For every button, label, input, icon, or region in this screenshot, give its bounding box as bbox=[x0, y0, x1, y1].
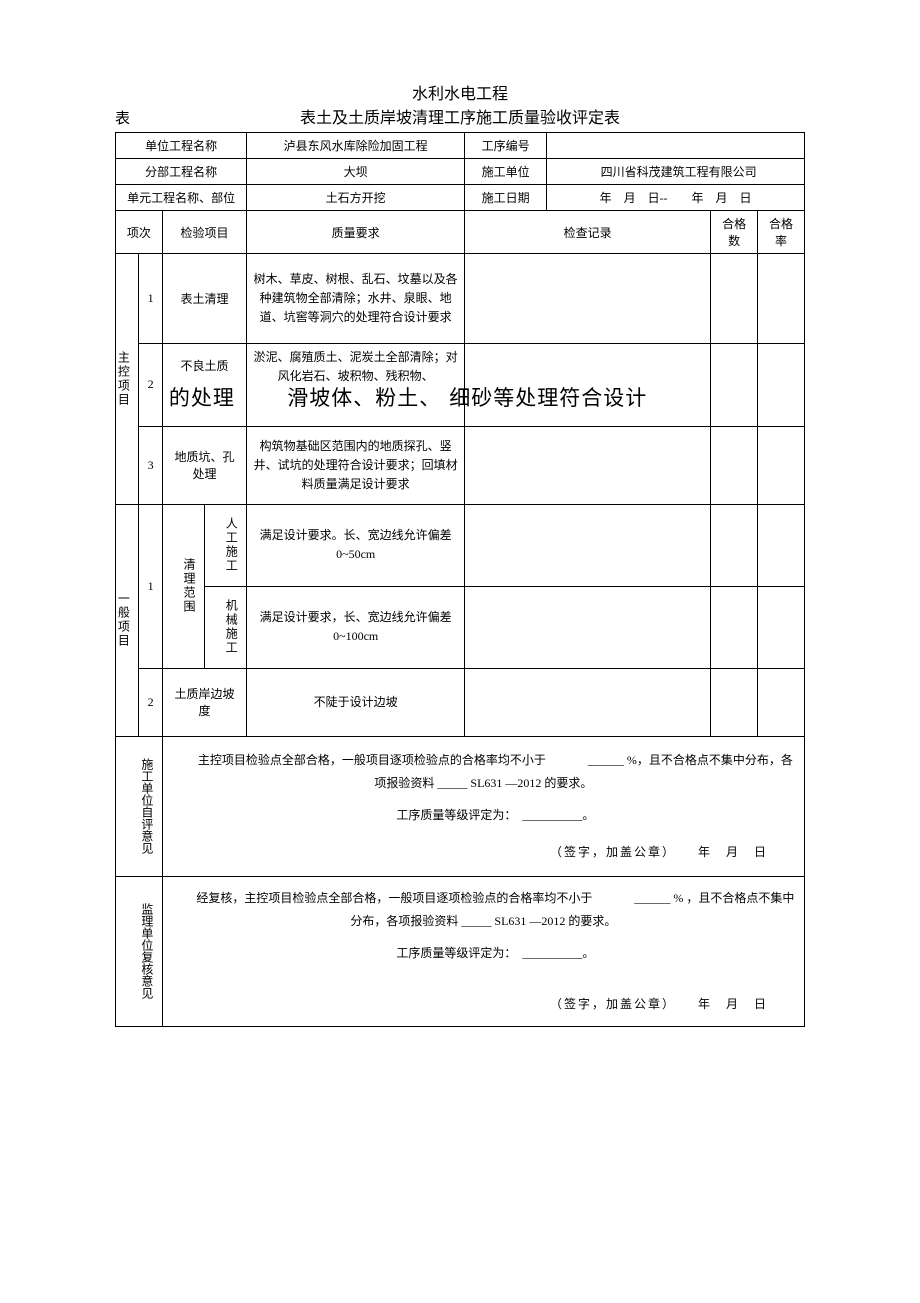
page-wrapper: 表 水利水电工程 表土及土质岸坡清理工序施工质量验收评定表 单位工程名称 泸县东… bbox=[115, 80, 805, 1027]
mc-r2-item-a: 不良土质 bbox=[162, 344, 246, 387]
element-label: 单元工程名称、部位 bbox=[116, 185, 247, 211]
gn-r1-sub2-record bbox=[465, 586, 711, 668]
sub-project-label: 分部工程名称 bbox=[116, 159, 247, 185]
gn-r1-sub1-req: 满足设计要求。长、宽边线允许偏差 0~50cm bbox=[247, 504, 465, 586]
title-sub: 表土及土质岸坡清理工序施工质量验收评定表 bbox=[115, 104, 805, 128]
gn-r1-sub1-record bbox=[465, 504, 711, 586]
col-check-record: 检查记录 bbox=[465, 211, 711, 254]
review-opinion-grade: 工序质量等级评定为： __________。 bbox=[169, 942, 798, 965]
mc-r2-record bbox=[465, 344, 711, 427]
mc-r1-count bbox=[711, 254, 758, 344]
self-opinion-grade: 工序质量等级评定为： __________。 bbox=[169, 804, 798, 827]
gn-r2-record bbox=[465, 668, 711, 736]
gn-r1-sub2-count bbox=[711, 586, 758, 668]
gn-r2-count bbox=[711, 668, 758, 736]
gn-r1-sub2-rate bbox=[758, 586, 805, 668]
element-value: 土石方开挖 bbox=[247, 185, 465, 211]
gn-r1-sub1-count bbox=[711, 504, 758, 586]
title-block: 表 水利水电工程 表土及土质岸坡清理工序施工质量验收评定表 bbox=[115, 80, 805, 128]
mc-r1-no: 1 bbox=[139, 254, 162, 344]
title-left-label: 表 bbox=[115, 107, 130, 128]
review-opinion-label: 监理单位复核意见 bbox=[116, 876, 163, 1026]
gn-r1-sub2-label: 机械施工 bbox=[205, 586, 247, 668]
gn-r2-rate bbox=[758, 668, 805, 736]
header-row-3: 单元工程名称、部位 土石方开挖 施工日期 年 月 日-- 年 月 日 bbox=[116, 185, 805, 211]
mc-r3-count bbox=[711, 426, 758, 504]
gn-r2-no: 2 bbox=[139, 668, 162, 736]
mc-r2-count bbox=[711, 344, 758, 427]
col-check-item: 检验项目 bbox=[162, 211, 246, 254]
mc-r2-item-b: 的处理 bbox=[162, 386, 246, 426]
gn-r1-sub1-rate bbox=[758, 504, 805, 586]
sub-project-value: 大坝 bbox=[247, 159, 465, 185]
main-ctrl-label: 主控项目 bbox=[116, 254, 139, 505]
mc-r1-item: 表土清理 bbox=[162, 254, 246, 344]
general-row-2: 2 土质岸边坡度 不陡于设计边坡 bbox=[116, 668, 805, 736]
col-pass-count: 合格数 bbox=[711, 211, 758, 254]
main-ctrl-row-2a: 2 不良土质 淤泥、腐殖质土、泥炭土全部清除；对风化岩石、坡积物、残积物、 bbox=[116, 344, 805, 387]
unit-project-value: 泸县东风水库除险加固工程 bbox=[247, 133, 465, 159]
mc-r2-no: 2 bbox=[139, 344, 162, 427]
mc-r3-record bbox=[465, 426, 711, 504]
construction-unit-label: 施工单位 bbox=[465, 159, 547, 185]
col-quality-req: 质量要求 bbox=[247, 211, 465, 254]
unit-project-label: 单位工程名称 bbox=[116, 133, 247, 159]
review-opinion-sign: （签字，加盖公章） 年 月 日 bbox=[169, 993, 798, 1016]
general-label: 一般项目 bbox=[116, 504, 139, 736]
gn-r2-item: 土质岸边坡度 bbox=[162, 668, 246, 736]
mc-r3-rate bbox=[758, 426, 805, 504]
column-header-row: 项次 检验项目 质量要求 检查记录 合格数 合格率 bbox=[116, 211, 805, 254]
self-opinion-row: 施工单位自评意见 主控项目检验点全部合格，一般项目逐项检验点的合格率均不小于 _… bbox=[116, 736, 805, 876]
review-opinion-content: 经复核，主控项目检验点全部合格，一般项目逐项检验点的合格率均不小于 ______… bbox=[162, 876, 804, 1026]
general-row-1a: 一般项目 1 清理范围 人工施工 满足设计要求。长、宽边线允许偏差 0~50cm bbox=[116, 504, 805, 586]
main-ctrl-row-1: 主控项目 1 表土清理 树木、草皮、树根、乱石、坟墓以及各种建筑物全部清除；水井… bbox=[116, 254, 805, 344]
date-value: 年 月 日-- 年 月 日 bbox=[547, 185, 805, 211]
main-ctrl-row-3: 3 地质坑、孔处理 构筑物基础区范围内的地质探孔、竖井、试坑的处理符合设计要求；… bbox=[116, 426, 805, 504]
mc-r2-rate bbox=[758, 344, 805, 427]
date-label: 施工日期 bbox=[465, 185, 547, 211]
mc-r3-req: 构筑物基础区范围内的地质探孔、竖井、试坑的处理符合设计要求；回填材料质量满足设计… bbox=[247, 426, 465, 504]
evaluation-form: 单位工程名称 泸县东风水库除险加固工程 工序编号 分部工程名称 大坝 施工单位 … bbox=[115, 132, 805, 1027]
mc-r2-req-b: 滑坡体、粉土、 细砂等处理符合设计 bbox=[247, 386, 465, 426]
col-pass-rate: 合格率 bbox=[758, 211, 805, 254]
gn-r2-req: 不陡于设计边坡 bbox=[247, 668, 465, 736]
mc-r3-item: 地质坑、孔处理 bbox=[162, 426, 246, 504]
mc-r1-record bbox=[465, 254, 711, 344]
review-opinion-row: 监理单位复核意见 经复核，主控项目检验点全部合格，一般项目逐项检验点的合格率均不… bbox=[116, 876, 805, 1026]
gn-r1-sub2-req: 满足设计要求，长、宽边线允许偏差 0~100cm bbox=[247, 586, 465, 668]
review-opinion-line1: 经复核，主控项目检验点全部合格，一般项目逐项检验点的合格率均不小于 ______… bbox=[169, 887, 798, 933]
gn-r1-no: 1 bbox=[139, 504, 162, 668]
mc-r2-req-a: 淤泥、腐殖质土、泥炭土全部清除；对风化岩石、坡积物、残积物、 bbox=[247, 344, 465, 387]
mc-r1-req: 树木、草皮、树根、乱石、坟墓以及各种建筑物全部清除；水井、泉眼、地道、坑窖等洞穴… bbox=[247, 254, 465, 344]
self-opinion-label: 施工单位自评意见 bbox=[116, 736, 163, 876]
mc-r3-no: 3 bbox=[139, 426, 162, 504]
general-row-1b: 机械施工 满足设计要求，长、宽边线允许偏差 0~100cm bbox=[116, 586, 805, 668]
self-opinion-line1: 主控项目检验点全部合格，一般项目逐项检验点的合格率均不小于 ______ %，且… bbox=[169, 749, 798, 795]
process-no-label: 工序编号 bbox=[465, 133, 547, 159]
self-opinion-sign: （签字，加盖公章） 年 月 日 bbox=[169, 841, 798, 864]
gn-r1-sub1-label: 人工施工 bbox=[205, 504, 247, 586]
header-row-1: 单位工程名称 泸县东风水库除险加固工程 工序编号 bbox=[116, 133, 805, 159]
title-main: 水利水电工程 bbox=[115, 80, 805, 104]
process-no-value bbox=[547, 133, 805, 159]
mc-r1-rate bbox=[758, 254, 805, 344]
col-item-no: 项次 bbox=[116, 211, 163, 254]
header-row-2: 分部工程名称 大坝 施工单位 四川省科茂建筑工程有限公司 bbox=[116, 159, 805, 185]
gn-r1-item: 清理范围 bbox=[162, 504, 204, 668]
construction-unit-value: 四川省科茂建筑工程有限公司 bbox=[547, 159, 805, 185]
self-opinion-content: 主控项目检验点全部合格，一般项目逐项检验点的合格率均不小于 ______ %，且… bbox=[162, 736, 804, 876]
